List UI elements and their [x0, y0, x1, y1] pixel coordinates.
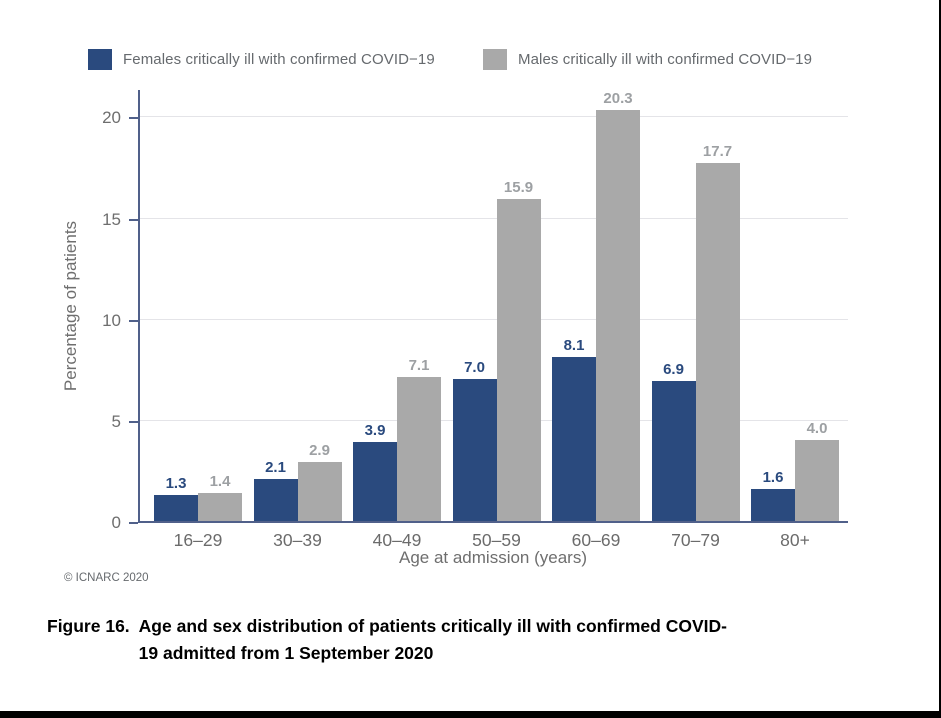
- bar-male-30–39: [297, 462, 342, 521]
- x-tick-label-40–49: 40–49: [372, 530, 422, 550]
- figure-caption-text: Age and sex distribution of patients cri…: [139, 613, 727, 667]
- male-color-swatch: [483, 49, 507, 70]
- bar-value-label-male-60–69: 20.3: [603, 90, 633, 108]
- female-color-swatch: [88, 49, 112, 70]
- x-tick-label-30–39: 30–39: [273, 530, 322, 550]
- page-bottom-border: [0, 711, 941, 718]
- bar-male-60–69: [596, 110, 640, 521]
- y-tick-mark-15: [129, 218, 138, 221]
- y-tick-mark-5: [129, 420, 138, 423]
- bar-value-label-female-30–39: 2.1: [265, 458, 286, 476]
- x-tick-label-50–59: 50–59: [472, 530, 521, 550]
- y-tick-label-5: 5: [111, 411, 121, 431]
- bar-value-label-male-16–29: 1.4: [209, 472, 231, 490]
- y-tick-label-0: 0: [111, 513, 121, 532]
- bar-value-label-female-70–79: 6.9: [663, 361, 684, 379]
- bar-value-label-female-16–29: 1.3: [165, 474, 187, 492]
- gridline-20: [140, 116, 848, 118]
- bar-male-50–59: [496, 199, 541, 521]
- legend-label-females: Females critically ill with confirmed CO…: [123, 51, 435, 68]
- bar-female-30–39: [253, 478, 298, 521]
- bar-value-label-male-70–79: 17.7: [702, 142, 733, 160]
- x-tick-label-80+: 80+: [780, 530, 810, 550]
- bar-female-16–29: [154, 494, 198, 521]
- y-tick-label-20: 20: [102, 108, 121, 128]
- bar-male-40–49: [397, 377, 441, 521]
- legend-label-males: Males critically ill with confirmed COVI…: [518, 51, 813, 68]
- y-tick-label-15: 15: [102, 209, 121, 229]
- y-tick-mark-0: [129, 522, 138, 524]
- x-tick-label-70–79: 70–79: [671, 530, 720, 550]
- bar-value-label-female-50–59: 7.0: [464, 359, 485, 377]
- bar-value-label-male-40–49: 7.1: [408, 357, 430, 375]
- x-tick-label-60–69: 60–69: [571, 530, 621, 550]
- y-tick-mark-20: [129, 117, 138, 120]
- page-right-border: [939, 0, 941, 718]
- gridline-15: [140, 217, 848, 219]
- bar-male-80+: [795, 440, 839, 521]
- bar-female-80+: [751, 488, 795, 521]
- bar-value-label-female-40–49: 3.9: [364, 422, 386, 440]
- bar-value-label-female-80+: 1.6: [762, 468, 784, 486]
- bar-value-label-male-80+: 4.0: [806, 420, 828, 438]
- bar-female-70–79: [651, 381, 696, 521]
- x-tick-label-16–29: 16–29: [173, 530, 223, 550]
- bar-male-70–79: [695, 162, 740, 521]
- bar-male-16–29: [198, 492, 242, 521]
- y-axis: 0 5 10 15 20: [0, 90, 138, 532]
- bar-female-50–59: [452, 379, 497, 521]
- x-axis-title: Age at admission (years): [398, 548, 588, 567]
- figure-caption: Figure 16. Age and sex distribution of p…: [47, 613, 727, 667]
- figure-caption-line2: 19 admitted from 1 September 2020: [138, 643, 434, 663]
- y-tick-mark-10: [129, 319, 138, 322]
- bar-female-60–69: [552, 357, 596, 521]
- figure-caption-label: Figure 16.: [47, 616, 130, 636]
- y-tick-label-10: 10: [102, 310, 121, 330]
- plot-area: 1.3 1.4 16–29 2.1 2.9 30–39 3.9 7.1 40–49 7.0 15.9…: [138, 90, 848, 550]
- bar-value-label-female-60–69: 8.1: [563, 337, 585, 355]
- copyright-note: © ICNARC 2020: [64, 572, 149, 584]
- bar-value-label-male-50–59: 15.9: [503, 179, 534, 197]
- gridline-10: [140, 318, 848, 320]
- bar-female-40–49: [353, 442, 397, 521]
- figure-caption-line1: Age and sex distribution of patients cri…: [138, 616, 727, 636]
- legend-item-males: Males critically ill with confirmed COVI…: [483, 49, 812, 70]
- legend-item-females: Females critically ill with confirmed CO…: [88, 49, 435, 70]
- bar-value-label-male-30–39: 2.9: [309, 442, 330, 460]
